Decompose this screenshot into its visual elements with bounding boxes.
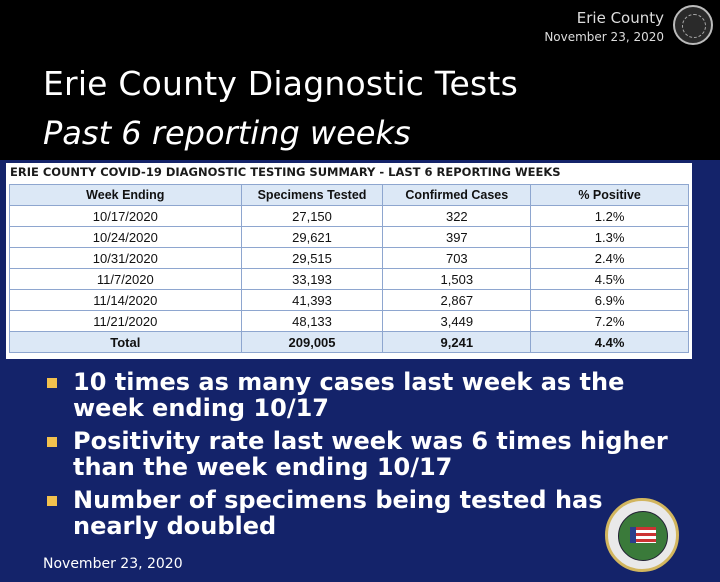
cell-week: 11/7/2020: [9, 268, 242, 290]
col-header-week: Week Ending: [9, 184, 242, 206]
cell-total-cases: 9,241: [382, 331, 532, 353]
cell-positive: 2.4%: [530, 247, 689, 269]
cell-week: 10/31/2020: [9, 247, 242, 269]
cell-week: 11/14/2020: [9, 289, 242, 311]
bullet-text: 10 times as many cases last week as the …: [73, 368, 625, 422]
cell-total-label: Total: [9, 331, 242, 353]
bullet-square-icon: [47, 437, 57, 447]
testing-summary-table: Week Ending Specimens Tested Confirmed C…: [9, 184, 689, 353]
table-row: 10/24/2020 29,621 397 1.3%: [9, 226, 689, 248]
cell-total-positive: 4.4%: [530, 331, 689, 353]
cell-specimens: 48,133: [240, 310, 384, 332]
county-seal-icon: [605, 498, 679, 572]
col-header-positive: % Positive: [530, 184, 689, 206]
table-row: 11/14/2020 41,393 2,867 6.9%: [9, 289, 689, 311]
col-header-specimens: Specimens Tested: [240, 184, 384, 206]
cell-positive: 7.2%: [530, 310, 689, 332]
bullet-text: Number of specimens being tested has nea…: [73, 486, 603, 540]
cell-positive: 1.3%: [530, 226, 689, 248]
bullet-square-icon: [47, 378, 57, 388]
header-county: Erie County: [576, 9, 664, 27]
bullet-item: Positivity rate last week was 6 times hi…: [38, 428, 678, 480]
cell-week: 10/17/2020: [9, 205, 242, 227]
cell-cases: 2,867: [382, 289, 532, 311]
cell-week: 11/21/2020: [9, 310, 242, 332]
bullet-item: 10 times as many cases last week as the …: [38, 369, 678, 421]
cell-specimens: 33,193: [240, 268, 384, 290]
table-header-row: Week Ending Specimens Tested Confirmed C…: [9, 184, 689, 206]
bullet-item: Number of specimens being tested has nea…: [38, 487, 678, 539]
cell-specimens: 29,621: [240, 226, 384, 248]
cell-cases: 1,503: [382, 268, 532, 290]
cell-cases: 703: [382, 247, 532, 269]
bullet-square-icon: [47, 496, 57, 506]
seal-inner: [618, 511, 668, 561]
cell-specimens: 27,150: [240, 205, 384, 227]
county-seal-icon: [673, 5, 713, 45]
cell-positive: 4.5%: [530, 268, 689, 290]
cell-cases: 397: [382, 226, 532, 248]
bullet-text: Positivity rate last week was 6 times hi…: [73, 427, 668, 481]
slide-title: Erie County Diagnostic Tests: [43, 64, 518, 103]
slide-subtitle: Past 6 reporting weeks: [43, 114, 411, 152]
table-row: 10/31/2020 29,515 703 2.4%: [9, 247, 689, 269]
cell-total-specimens: 209,005: [240, 331, 384, 353]
cell-positive: 1.2%: [530, 205, 689, 227]
footer-date: November 23, 2020: [43, 556, 183, 572]
testing-table: ERIE COUNTY COVID-19 DIAGNOSTIC TESTING …: [6, 163, 692, 359]
cell-specimens: 29,515: [240, 247, 384, 269]
table-row: 11/7/2020 33,193 1,503 4.5%: [9, 268, 689, 290]
bullet-list: 10 times as many cases last week as the …: [38, 369, 678, 546]
cell-positive: 6.9%: [530, 289, 689, 311]
cell-week: 10/24/2020: [9, 226, 242, 248]
table-row: 10/17/2020 27,150 322 1.2%: [9, 205, 689, 227]
title-band: [0, 0, 720, 160]
table-row: 11/21/2020 48,133 3,449 7.2%: [9, 310, 689, 332]
col-header-cases: Confirmed Cases: [382, 184, 532, 206]
table-total-row: Total 209,005 9,241 4.4%: [9, 331, 689, 353]
cell-specimens: 41,393: [240, 289, 384, 311]
flag-icon: [630, 527, 656, 543]
header-date: November 23, 2020: [544, 30, 664, 44]
cell-cases: 3,449: [382, 310, 532, 332]
table-title: ERIE COUNTY COVID-19 DIAGNOSTIC TESTING …: [10, 165, 561, 179]
cell-cases: 322: [382, 205, 532, 227]
